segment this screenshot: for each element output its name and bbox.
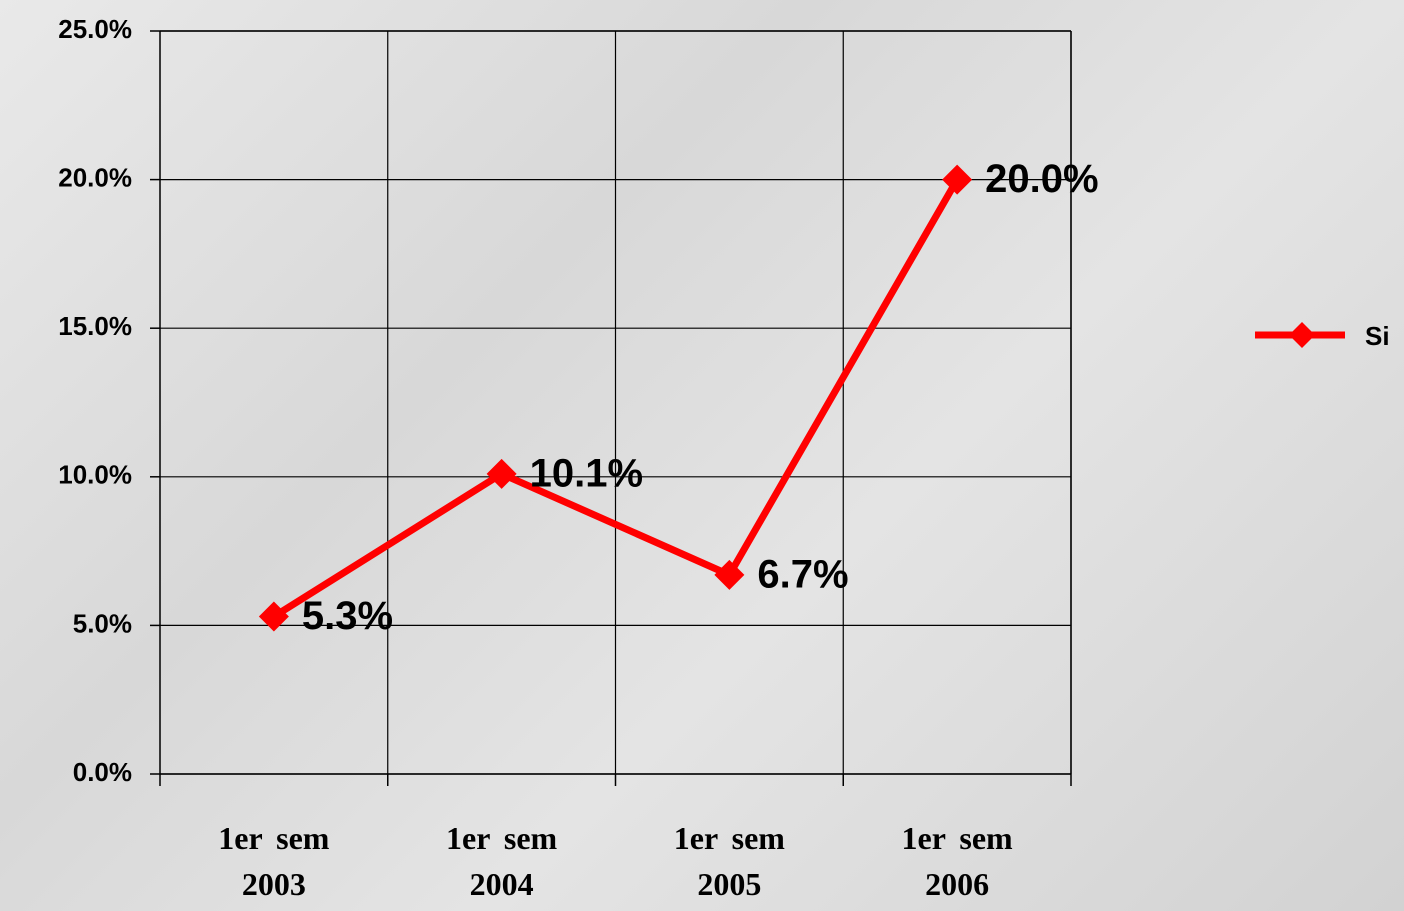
data-label: 5.3%: [302, 594, 393, 638]
chart: 0.0% 5.0% 10.0% 15.0% 20.0% 25.0% 5.3% 10.1% 6.7…: [0, 0, 1404, 911]
y-tick-label: 15.0%: [58, 311, 132, 341]
y-tick-label: 20.0%: [58, 162, 132, 192]
legend-label: Si: [1365, 321, 1390, 351]
y-tick-label: 5.0%: [73, 608, 132, 638]
x-tick-label: 1er sem 2003: [189, 815, 359, 907]
y-tick-label: 0.0%: [73, 757, 132, 787]
data-marker: [714, 560, 744, 590]
page: 0.0% 5.0% 10.0% 15.0% 20.0% 25.0% 5.3% 10.1% 6.7…: [0, 0, 1404, 911]
data-label: 6.7%: [757, 552, 848, 596]
legend-marker: [1289, 322, 1315, 348]
y-tick-label: 10.0%: [58, 460, 132, 490]
x-tick-label: 1er sem 2006: [872, 815, 1042, 907]
x-tick-label: 1er sem 2005: [644, 815, 814, 907]
data-marker: [942, 165, 972, 195]
x-tick-label: 1er sem 2004: [417, 815, 587, 907]
y-tick-label: 25.0%: [58, 14, 132, 44]
data-label: 20.0%: [985, 157, 1098, 201]
data-label: 10.1%: [530, 451, 643, 495]
